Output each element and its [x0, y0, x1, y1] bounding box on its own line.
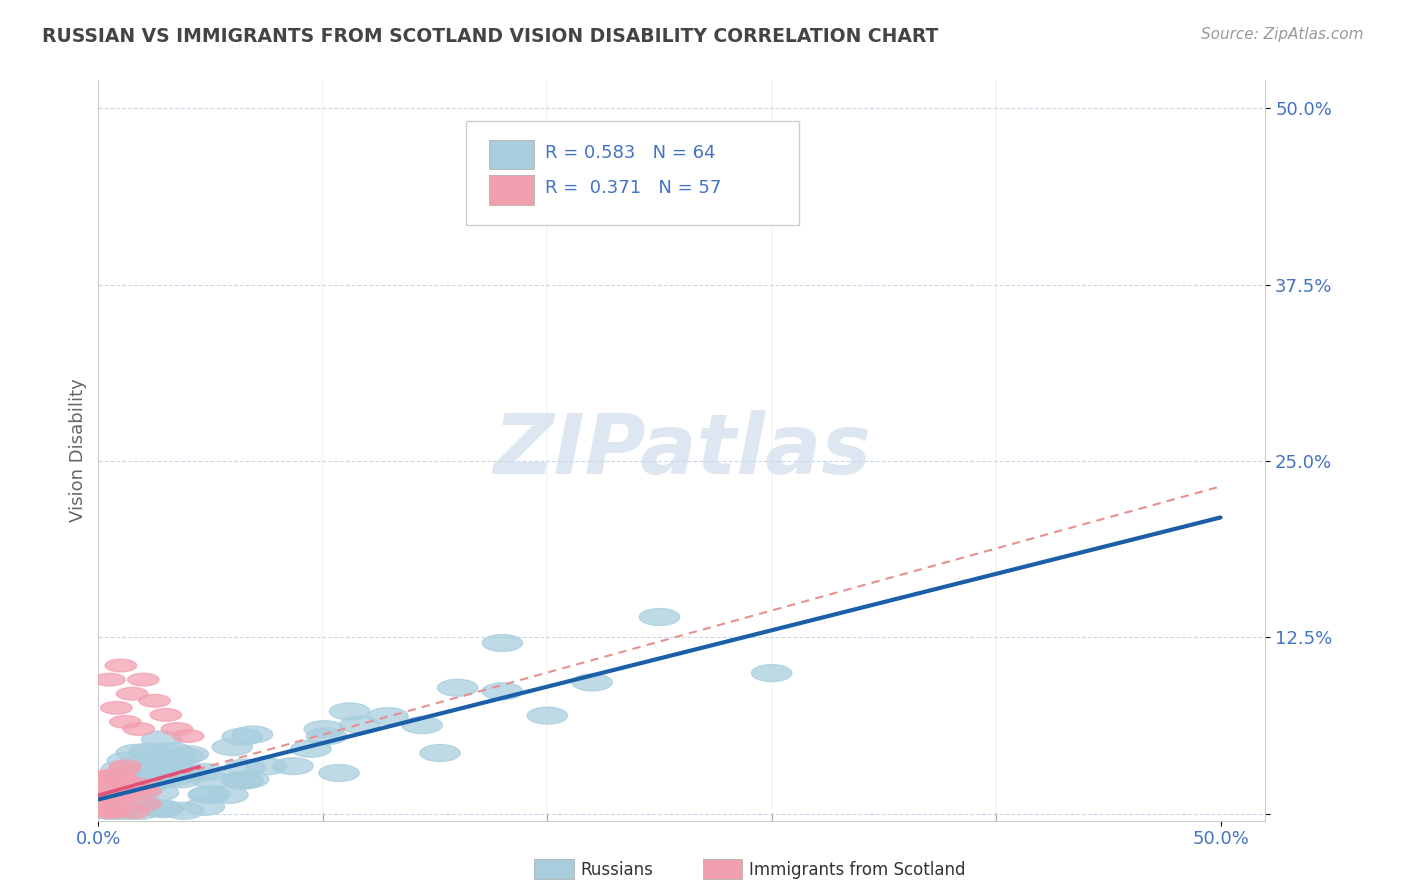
- Y-axis label: Vision Disability: Vision Disability: [69, 378, 87, 523]
- Text: R =  0.371   N = 57: R = 0.371 N = 57: [546, 179, 721, 197]
- FancyBboxPatch shape: [489, 139, 534, 169]
- Text: ZIPatlas: ZIPatlas: [494, 410, 870, 491]
- Text: R = 0.583   N = 64: R = 0.583 N = 64: [546, 144, 716, 161]
- Text: Russians: Russians: [581, 861, 654, 879]
- Text: RUSSIAN VS IMMIGRANTS FROM SCOTLAND VISION DISABILITY CORRELATION CHART: RUSSIAN VS IMMIGRANTS FROM SCOTLAND VISI…: [42, 27, 939, 45]
- FancyBboxPatch shape: [489, 175, 534, 204]
- FancyBboxPatch shape: [465, 121, 799, 225]
- Text: Source: ZipAtlas.com: Source: ZipAtlas.com: [1201, 27, 1364, 42]
- Text: Immigrants from Scotland: Immigrants from Scotland: [749, 861, 966, 879]
